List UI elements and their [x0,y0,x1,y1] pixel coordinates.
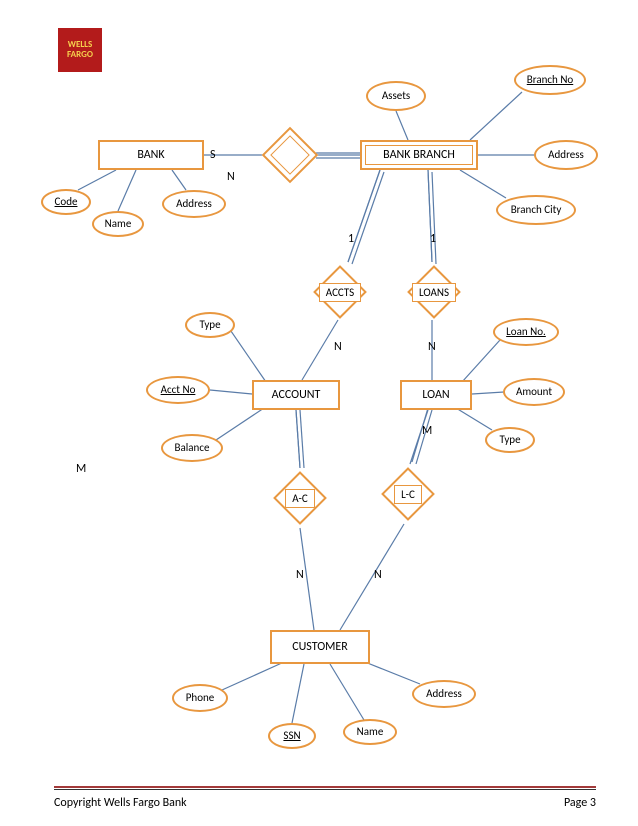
attr-loanno: Loan No. [493,318,559,346]
cardinality-label: S [210,148,216,162]
attr-addr_b: Address [162,190,226,218]
attr-label: Name [105,218,132,230]
attr-type_l: Type [485,427,535,453]
relationship-label: L-C [394,485,422,504]
cardinality-label: N [227,170,235,184]
attr-label: Phone [186,692,215,704]
attr-label: Amount [516,386,552,398]
attr-balance: Balance [161,434,223,462]
attr-type_a: Type [185,312,235,338]
attr-label: Assets [382,90,410,102]
cardinality-label: N [296,568,304,582]
cardinality-label: M [76,462,86,476]
entity-branch: BANK BRANCH [360,140,478,170]
attr-label: Type [199,319,220,331]
attr-label: Name [357,726,384,738]
attr-ssn: SSN [268,723,316,749]
cardinality-label: N [428,340,436,354]
entity-loan: LOAN [400,380,472,410]
entity-label: ACCOUNT [272,388,321,402]
attr-addr_br: Address [534,140,598,170]
attr-label: Address [548,149,584,161]
attr-code: Code [41,189,91,215]
attr-label: Code [55,196,78,208]
entity-label: BANK BRANCH [383,148,455,162]
attr-label: Acct No [161,384,196,396]
cardinality-label: N [374,568,382,582]
entity-label: CUSTOMER [292,640,348,654]
er-diagram-page: WELLS FARGO Copyright Wells Fargo Bank P… [0,0,638,826]
relationship-lc: L-C [389,475,427,513]
attr-branchno: Branch No [514,65,586,95]
footer-right: Page 3 [564,796,596,810]
attr-assets: Assets [366,81,426,111]
attr-phone: Phone [172,684,228,712]
attr-branchcity: Branch City [496,195,576,225]
attr-label: Address [176,198,212,210]
wells-fargo-logo: WELLS FARGO [58,28,102,72]
relationship-loans: LOANS [415,273,453,311]
footer-left: Copyright Wells Fargo Bank [54,796,187,810]
attr-name_c: Name [343,719,397,745]
attr-label: Branch No [527,74,573,86]
entity-label: BANK [137,148,164,162]
attr-label: Loan No. [506,326,546,338]
cardinality-label: M [422,424,432,438]
attr-addr_c: Address [412,680,476,708]
cardinality-label: 1 [348,232,354,246]
attr-acctno: Acct No [146,376,210,404]
attr-name_b: Name [92,211,144,237]
relationship-has [270,135,310,175]
entity-customer: CUSTOMER [270,630,370,664]
entity-bank: BANK [98,140,204,170]
attr-label: Type [499,434,520,446]
attr-label: SSN [283,730,300,742]
attr-amount: Amount [503,378,565,406]
relationship-label: LOANS [412,283,456,302]
attr-label: Address [426,688,462,700]
entity-account: ACCOUNT [252,380,340,410]
relationship-accts: ACCTS [321,273,359,311]
relationship-label: ACCTS [319,283,361,302]
entity-label: LOAN [422,388,449,402]
attr-label: Balance [175,442,210,454]
relationship-ac: A-C [281,479,319,517]
relationship-label: A-C [285,489,315,508]
edge-layer [0,0,638,826]
cardinality-label: 1 [430,232,436,246]
attr-label: Branch City [511,204,562,216]
cardinality-label: N [334,340,342,354]
